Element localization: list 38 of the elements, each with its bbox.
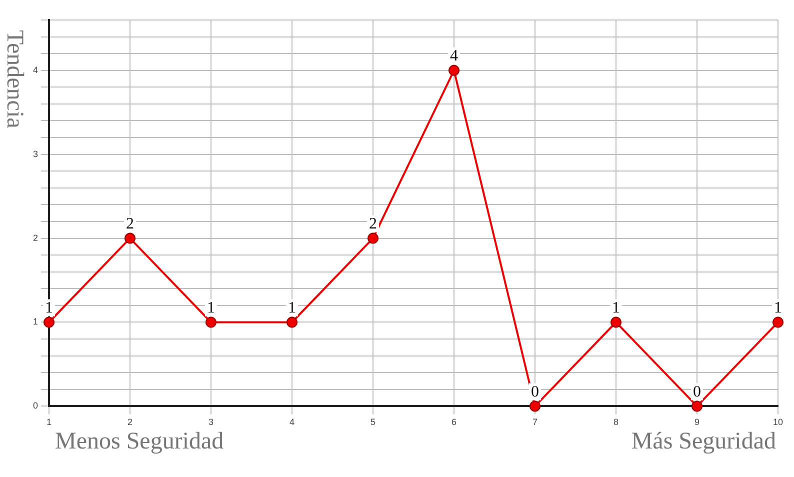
y-tick-label: 3 [32,148,38,159]
text: Menos Seguridad [55,428,224,454]
point [610,316,622,328]
y-tick-label: 4 [32,64,38,75]
data-label: 2 [369,215,378,232]
data-label: 0 [531,383,539,400]
data-label: 1 [774,299,782,316]
y-tick-label: 0 [32,400,38,411]
data-label: 1 [207,299,216,316]
point [368,232,379,244]
point [206,316,217,328]
text: Más Seguridad [631,428,776,454]
y-axis-title: Tendencia [2,30,28,129]
point [448,64,460,76]
data-label: 1 [612,299,620,316]
point [44,316,55,328]
data-label: 4 [450,48,458,65]
x-tick-label: 1 [46,417,52,428]
point [530,400,540,412]
data-label: 1 [45,299,54,316]
x-tick-label: 6 [451,417,457,428]
point [124,232,136,244]
x-tick-label: 7 [532,417,538,428]
point [692,400,702,412]
y-tick-label: 2 [32,232,38,243]
y-tick-label: 1 [32,316,38,327]
point [772,316,784,328]
x-tick-label: 9 [694,417,700,428]
x-tick-label: 10 [772,417,784,428]
x-tick-label: 8 [613,417,619,428]
data-label: 1 [288,299,296,316]
x-tick-label: 4 [289,417,295,428]
x-tick-label: 3 [208,417,214,428]
data-label: 2 [126,215,134,232]
point [286,316,298,328]
data-label: 0 [693,383,701,400]
x-tick-label: 5 [370,417,376,428]
x-tick-label: 2 [127,417,133,428]
